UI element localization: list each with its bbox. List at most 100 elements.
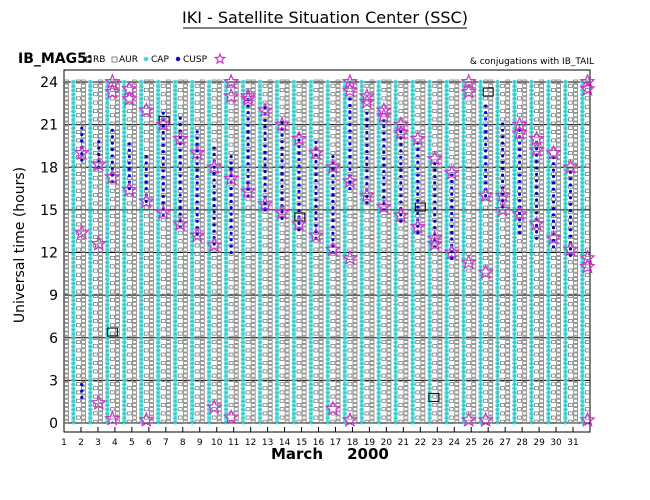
aur-box	[161, 311, 165, 314]
cap-point	[325, 378, 330, 383]
aur-box	[421, 286, 425, 289]
aur-box	[234, 303, 238, 306]
aur-box	[200, 378, 204, 381]
aur-box	[421, 315, 425, 318]
cap-point	[71, 277, 76, 282]
aur-box	[234, 361, 238, 364]
cap-point	[393, 201, 398, 206]
cap-point	[105, 206, 110, 211]
aur-box	[455, 143, 459, 146]
cap-point	[71, 113, 76, 118]
aur-box	[212, 324, 216, 327]
aur-box	[336, 109, 340, 112]
aur-box	[200, 219, 204, 222]
cap-point	[224, 369, 229, 374]
cap-point	[207, 210, 212, 215]
aur-box	[438, 265, 442, 268]
aur-box	[455, 135, 459, 138]
aur-box	[251, 303, 255, 306]
cap-point	[241, 281, 246, 286]
cap-point	[275, 416, 280, 421]
cap-point	[275, 231, 280, 236]
cap-point	[359, 323, 364, 328]
aur-box	[387, 219, 391, 222]
cap-point	[427, 382, 432, 387]
cap-point	[71, 374, 76, 379]
cap-point	[292, 117, 297, 122]
aur-box	[353, 126, 357, 129]
aur-box	[336, 143, 340, 146]
cap-point	[122, 256, 127, 261]
aur-box	[161, 361, 165, 364]
cap-point	[224, 189, 229, 194]
aur-box	[387, 265, 391, 268]
cap-point	[122, 134, 127, 139]
aur-box	[166, 164, 170, 167]
aur-box	[200, 416, 204, 419]
aur-box	[336, 214, 340, 217]
aur-box	[399, 387, 403, 390]
aur-box	[285, 172, 289, 175]
aur-box	[251, 235, 255, 238]
cap-point	[325, 311, 330, 316]
cap-point	[342, 210, 347, 215]
cap-point	[427, 395, 432, 400]
aur-box	[438, 147, 442, 150]
aur-box	[285, 370, 289, 373]
cap-point	[224, 357, 229, 362]
cap-point	[139, 210, 144, 215]
aur-box	[314, 399, 318, 402]
aur-box	[132, 273, 136, 276]
cap-point	[410, 395, 415, 400]
cap-point	[342, 193, 347, 198]
cap-point	[207, 332, 212, 337]
cap-point	[224, 273, 229, 278]
cap-point	[325, 306, 330, 311]
aur-box	[161, 84, 165, 87]
cap-point	[410, 306, 415, 311]
aur-box	[234, 286, 238, 289]
aur-box	[285, 395, 289, 398]
aur-box	[217, 328, 221, 331]
cap-point	[122, 374, 127, 379]
cap-point	[292, 210, 297, 215]
cap-point	[292, 416, 297, 421]
aur-box	[149, 345, 153, 348]
aur-box	[76, 382, 80, 385]
cap-point	[308, 176, 313, 181]
cap-point	[241, 231, 246, 236]
aur-box	[268, 328, 272, 331]
aur-box	[353, 357, 357, 360]
aur-box	[161, 319, 165, 322]
cap-point	[393, 164, 398, 169]
aur-box	[93, 361, 97, 364]
cap-point	[275, 382, 280, 387]
cap-point	[393, 117, 398, 122]
aur-box	[178, 408, 182, 411]
cap-point	[105, 130, 110, 135]
aur-box	[416, 189, 420, 192]
aur-box	[268, 387, 272, 390]
aur-box	[166, 198, 170, 201]
aur-box	[217, 315, 221, 318]
aur-box	[302, 244, 306, 247]
cap-point	[461, 147, 466, 152]
cap-point	[325, 206, 330, 211]
aur-box	[302, 277, 306, 280]
aur-box	[246, 214, 250, 217]
aur-box	[331, 395, 335, 398]
cap-point	[190, 143, 195, 148]
cap-point	[173, 390, 178, 395]
aur-box	[433, 126, 437, 129]
aur-box	[319, 210, 323, 213]
aur-box	[421, 93, 425, 96]
aur-box	[455, 273, 459, 276]
aur-box	[370, 135, 374, 138]
aur-box	[467, 319, 471, 322]
aur-box	[302, 118, 306, 121]
aur-box	[200, 261, 204, 264]
aur-box	[467, 286, 471, 289]
cap-point	[173, 382, 178, 387]
cap-point	[410, 155, 415, 160]
aur-box	[127, 286, 131, 289]
